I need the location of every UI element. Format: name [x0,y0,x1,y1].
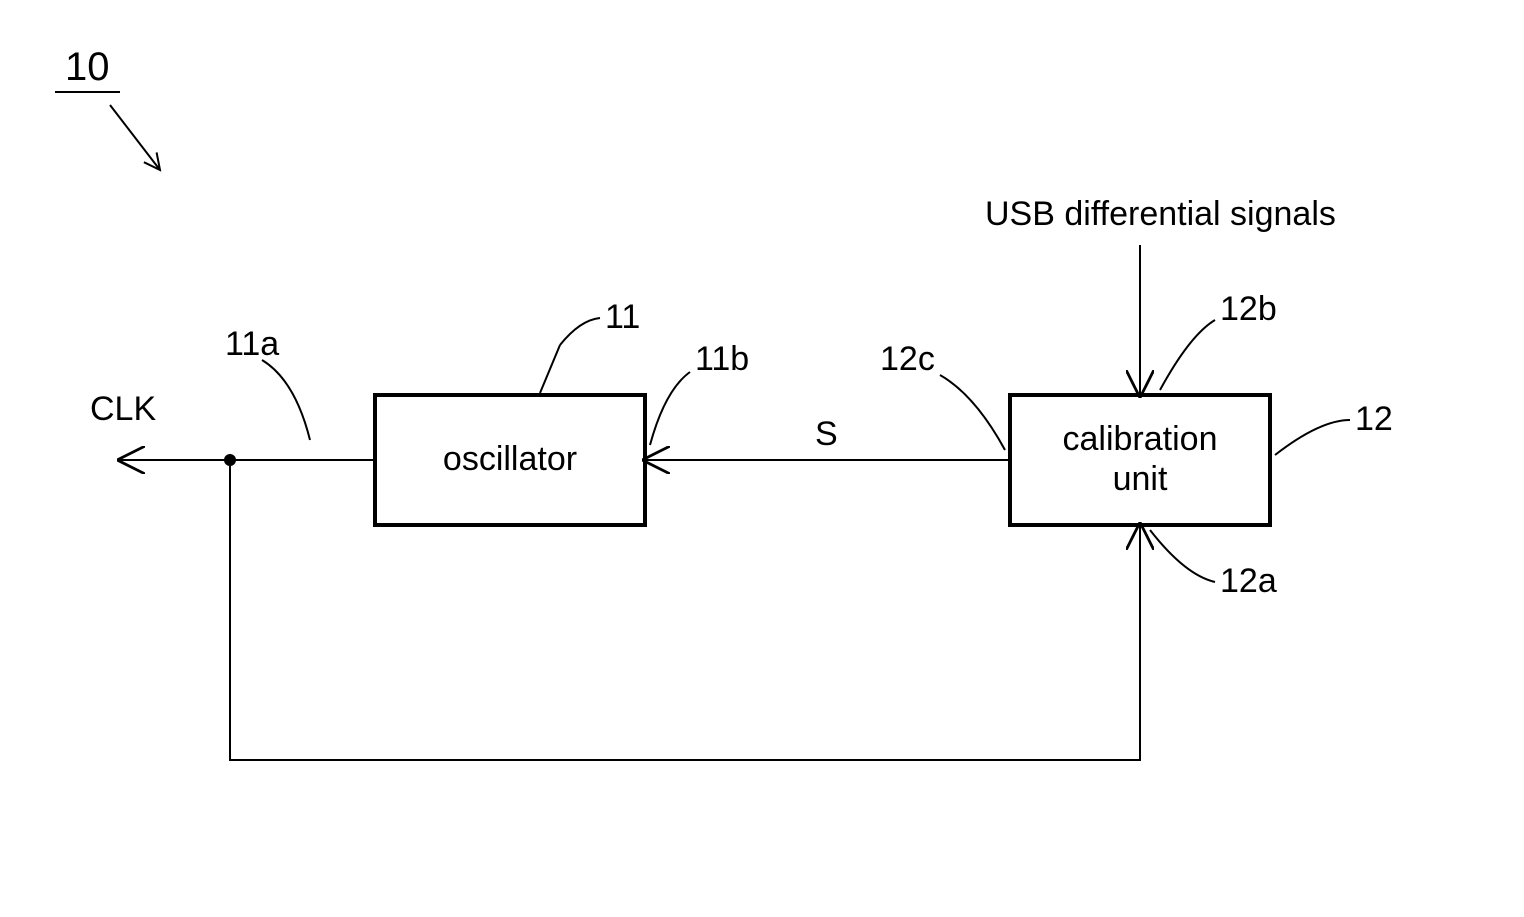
ref-11b: 11b [650,340,749,445]
ref-11-text: 11 [605,298,640,336]
oscillator-block: oscillator [375,395,645,525]
clk-label: CLK [90,390,156,428]
ref-12b: 12b [1160,290,1277,390]
figure-ref-arrow [110,105,160,170]
ref-11: 11 [540,298,640,393]
calibration-block: calibration unit [1010,395,1270,525]
ref-12c: 12c [880,340,1005,450]
ref-12c-text: 12c [880,340,935,378]
calibration-label-1: calibration [1063,420,1218,458]
ref-12: 12 [1275,400,1393,455]
s-label: S [815,415,838,453]
figure-ref-text: 10 [65,45,110,89]
usb-label: USB differential signals [985,195,1336,233]
wire-feedback [230,460,1140,760]
ref-12a-text: 12a [1220,562,1277,600]
ref-11a: 11a [225,325,310,440]
ref-11a-text: 11a [225,325,279,363]
ref-12b-text: 12b [1220,290,1277,328]
block-diagram: 10 oscillator calibration unit CLK S USB… [0,0,1524,917]
ref-12a: 12a [1150,530,1277,600]
oscillator-label: oscillator [443,440,577,478]
ref-11b-text: 11b [695,340,749,378]
calibration-label-2: unit [1113,460,1168,498]
ref-12-text: 12 [1355,400,1393,438]
figure-ref: 10 [55,45,160,170]
